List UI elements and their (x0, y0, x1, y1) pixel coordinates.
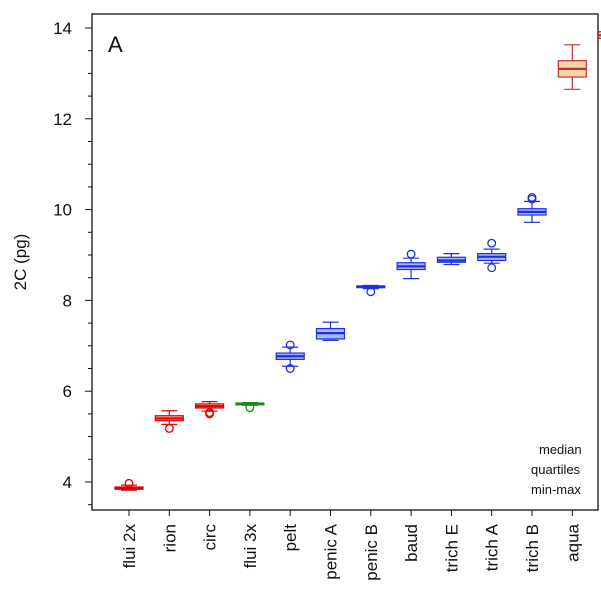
box-circ (195, 401, 225, 419)
x-tick-label: trich A (483, 523, 502, 571)
box-flui-2x (114, 478, 144, 491)
y-tick-label: 10 (53, 201, 72, 220)
box-aqua (557, 44, 587, 90)
x-tick-label: penic B (362, 524, 381, 581)
outlier-point (406, 249, 416, 259)
outlier-point (527, 192, 537, 202)
outlier-point (487, 263, 497, 273)
x-axis-labels: flui 2x rion circ flui 3x pelt penic A penic B… (120, 510, 582, 581)
box-rion (154, 410, 184, 433)
outlier-point (366, 287, 376, 297)
x-tick-label: flui 3x (241, 524, 260, 569)
y-tick-label: 6 (63, 382, 72, 401)
x-tick-label: trich B (523, 524, 542, 572)
y-tick-label: 4 (63, 473, 72, 492)
x-tick-label: flui 2x (120, 524, 139, 569)
box-trich-B (517, 192, 547, 223)
outlier-point (285, 340, 295, 350)
box-penic-B (356, 284, 386, 297)
outlier-point (285, 364, 295, 373)
x-tick-label: aqua (563, 523, 582, 561)
box-trich-E (436, 253, 466, 266)
y-tick-label: 12 (53, 110, 72, 129)
box-penic-A (315, 321, 346, 341)
x-tick-label: circ (201, 524, 220, 551)
panel-label: A (108, 32, 123, 57)
x-tick-label: baud (402, 524, 421, 562)
x-tick-label: trich E (442, 524, 461, 572)
box-penic-F (597, 31, 601, 40)
y-tick-label: 8 (63, 291, 72, 310)
box-trich-A (477, 238, 507, 273)
x-tick-label: rion (160, 524, 179, 552)
outlier-point (164, 423, 174, 433)
box-group (114, 31, 601, 491)
box-pelt (275, 340, 305, 373)
outlier-point (124, 478, 134, 488)
y-axis: 4 6 8 10 12 14 (53, 19, 92, 506)
legend-min-max: min-max (531, 482, 581, 497)
outlier-point (205, 408, 215, 417)
x-tick-label: penic A (322, 523, 341, 579)
legend-median: median (539, 442, 582, 457)
y-axis-title: 2C (pg) (11, 234, 30, 291)
x-tick-label: pelt (281, 524, 300, 552)
box-flui-3x (235, 401, 265, 412)
y-tick-label: 14 (53, 19, 72, 38)
legend-quartiles: quartiles (531, 462, 581, 477)
outlier-point (245, 403, 255, 412)
outlier-point (487, 238, 497, 248)
box-baud (396, 249, 426, 280)
plot-frame (91, 13, 599, 511)
